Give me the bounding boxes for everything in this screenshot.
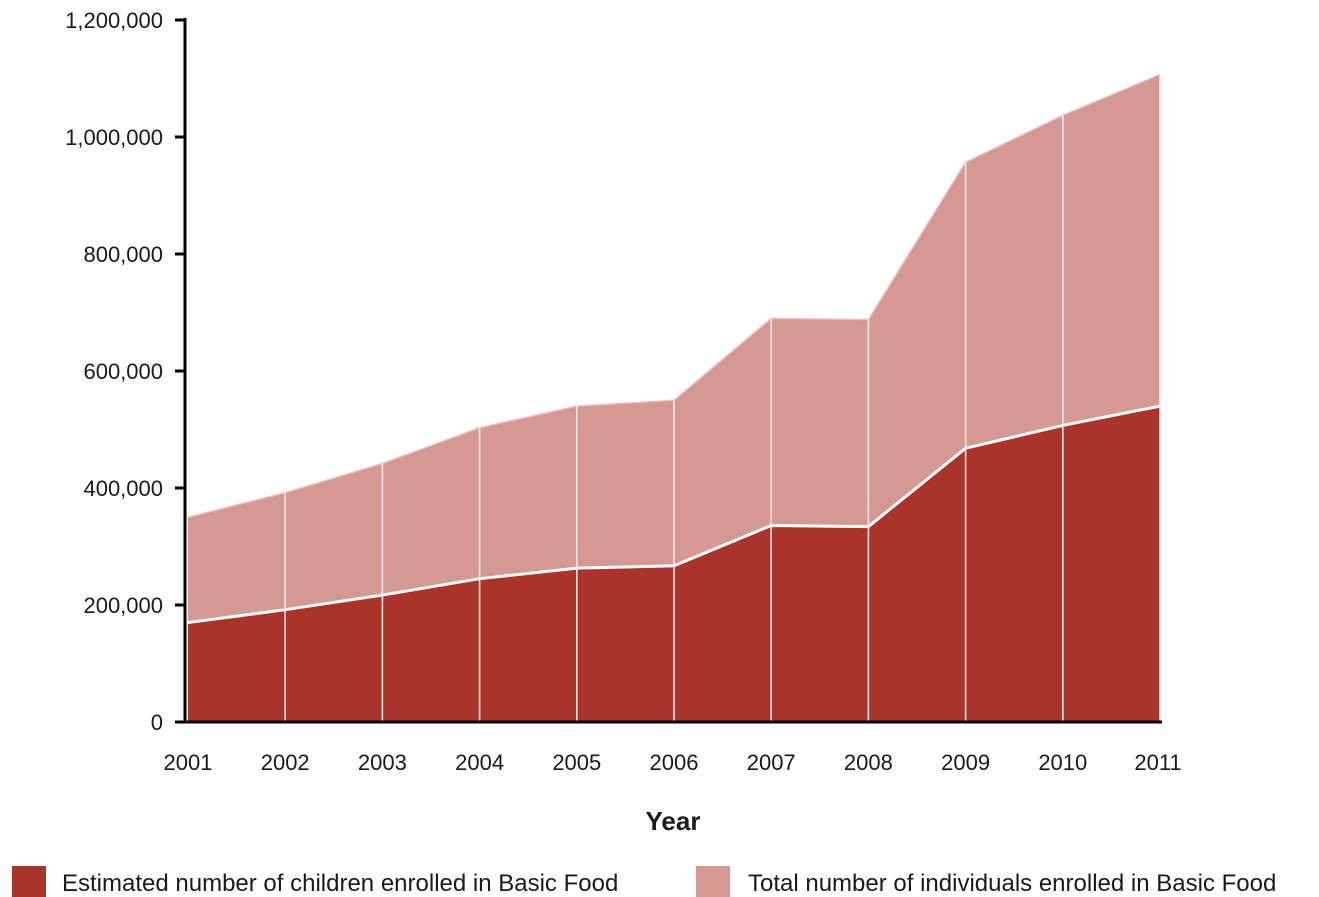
x-tick-label: 2011 bbox=[1134, 750, 1181, 775]
y-tick-label: 1,200,000 bbox=[65, 8, 163, 33]
x-tick-label: 2001 bbox=[164, 750, 213, 775]
legend: Estimated number of children enrolled in… bbox=[12, 866, 1276, 897]
x-tick-layer: 2001 2002 2003 2004 2005 2006 2007 2008 2009 2010… bbox=[164, 750, 1182, 775]
year-divider-layer bbox=[284, 74, 1161, 721]
y-tick-label: 400,000 bbox=[83, 476, 163, 501]
x-tick-label: 2010 bbox=[1038, 750, 1087, 775]
x-tick-label: 2002 bbox=[261, 750, 310, 775]
legend-swatch-children bbox=[12, 866, 46, 897]
x-tick-label: 2009 bbox=[941, 750, 990, 775]
legend-swatch-total bbox=[696, 866, 730, 897]
y-tick-label: 600,000 bbox=[83, 359, 163, 384]
x-tick-label: 2007 bbox=[747, 750, 796, 775]
y-tick-layer: 0 200,000 400,000 600,000 800,000 1,000,000 1,… bbox=[65, 8, 185, 735]
legend-label-children: Estimated number of children enrolled in… bbox=[62, 870, 618, 897]
area-children bbox=[188, 406, 1160, 722]
x-axis-title: Year bbox=[646, 806, 701, 836]
y-tick-label: 1,000,000 bbox=[65, 125, 163, 150]
legend-label-total: Total number of individuals enrolled in … bbox=[748, 870, 1276, 897]
x-tick-label: 2005 bbox=[552, 750, 601, 775]
x-tick-label: 2004 bbox=[455, 750, 504, 775]
y-tick-label: 800,000 bbox=[83, 242, 163, 267]
y-tick-label: 0 bbox=[151, 710, 163, 735]
x-tick-label: 2006 bbox=[650, 750, 699, 775]
y-tick-label: 200,000 bbox=[83, 593, 163, 618]
x-tick-label: 2008 bbox=[844, 750, 893, 775]
x-tick-label: 2003 bbox=[358, 750, 407, 775]
